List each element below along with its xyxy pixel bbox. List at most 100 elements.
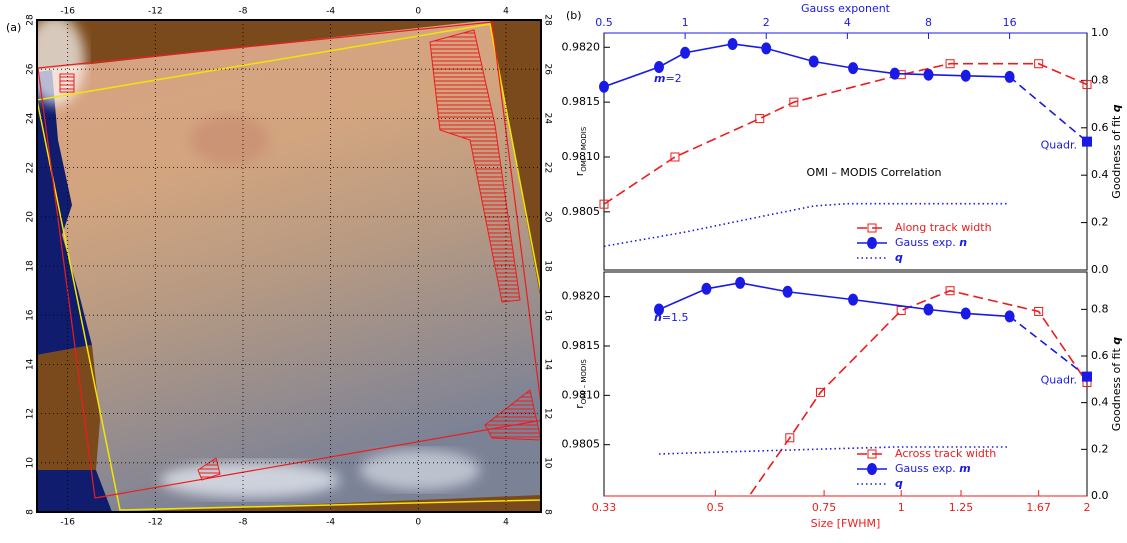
point (599, 199, 609, 209)
point (789, 97, 799, 107)
cloud (360, 450, 480, 490)
legend-marker (867, 449, 877, 459)
y-tick-label: 20 (26, 211, 36, 223)
y2-axis-title: Goodness of fit q (1110, 337, 1123, 432)
point (785, 433, 795, 443)
plot-frame (603, 271, 1088, 497)
point (1034, 59, 1044, 69)
y-tick-label: 0.9820 (562, 40, 601, 53)
x-tick-label: 1.67 (1026, 501, 1051, 514)
point (945, 286, 955, 296)
y2-tick-label: 0.0 (1091, 489, 1109, 502)
point (960, 69, 971, 82)
panel-label: (a) (6, 21, 21, 34)
x-axis-title: Size [FWHM] (811, 517, 881, 530)
y-tick-label: 26 (26, 63, 36, 75)
annotation: OMI – MODIS Correlation (807, 166, 942, 179)
legend-label: q (895, 251, 903, 264)
plot-frame (603, 32, 1088, 271)
x-tick-label: -4 (326, 7, 335, 17)
point (782, 285, 793, 298)
point (654, 61, 665, 74)
x-tick-label: 0.5 (707, 501, 725, 514)
y2-tick-label: 0.4 (1091, 396, 1109, 409)
point (923, 68, 934, 81)
y2-tick-label: 0.8 (1091, 73, 1109, 86)
point (815, 387, 825, 397)
y-axis-title-sub: OMI – MODIS (580, 359, 588, 405)
y-tick-label: 0.9805 (562, 438, 601, 451)
y2-tick-label: 1.0 (1091, 26, 1109, 39)
point (923, 303, 934, 316)
x-tick-label: -12 (148, 518, 163, 528)
legend-marker (867, 237, 877, 249)
y-tick-label: 24 (26, 112, 36, 124)
x-tick-label: -12 (148, 7, 163, 17)
x-tick-label: 0.75 (812, 501, 837, 514)
cloud (37, 20, 85, 105)
yellow-outline (37, 23, 541, 511)
point (848, 293, 859, 306)
y-tick-label: 12 (26, 408, 36, 419)
y-tick-label: 0.9815 (562, 339, 601, 352)
x2-tick-label: 8 (925, 16, 932, 29)
x2-tick-label: 1 (682, 16, 689, 29)
legend-marker (867, 463, 877, 475)
ocean (37, 70, 92, 355)
y-tick-label: 10 (543, 457, 553, 469)
x-tick-label: -16 (60, 7, 75, 17)
endpoint-marker (1082, 371, 1092, 382)
cloud (160, 462, 340, 498)
point (945, 59, 955, 69)
y-axis-title-main: r (573, 404, 586, 409)
point (599, 80, 609, 93)
y2-tick-label: 0.2 (1091, 442, 1109, 455)
endpoint-line (1009, 315, 1088, 378)
x-tick-label: 1 (898, 501, 905, 514)
legend-label: q (895, 477, 903, 490)
point (1082, 80, 1092, 90)
y-tick-label: 14 (26, 358, 36, 370)
series-line (749, 289, 1087, 495)
land-coast (37, 345, 100, 470)
series-line (604, 62, 1087, 205)
y-tick-label: 0.9805 (562, 205, 601, 218)
point (761, 42, 772, 55)
legend-label: Across track width (895, 447, 996, 460)
endpoint-line (1009, 76, 1088, 143)
x-tick-label: 0 (415, 518, 421, 528)
x-tick-label: 2 (1084, 501, 1091, 514)
panel-note: n=1.5 (654, 311, 689, 324)
y-tick-label: 18 (26, 260, 36, 272)
y2-axis-title: Goodness of fit q (1110, 104, 1123, 199)
point (808, 55, 819, 68)
legend-marker (867, 223, 877, 233)
y-tick-label: 12 (543, 408, 553, 419)
y-tick-label: 16 (543, 309, 553, 321)
hatched-area (197, 457, 221, 481)
y-axis-title: rOMI – MODIS (573, 126, 588, 176)
y-tick-label: 8 (26, 509, 36, 515)
map-frame (36, 19, 542, 513)
point (670, 152, 680, 162)
hatched-area (59, 73, 75, 93)
x-tick-label: 1.25 (949, 501, 974, 514)
terrain (190, 115, 270, 165)
endpoint-label: Quadr. (1041, 374, 1077, 387)
y-tick-label: 14 (543, 359, 553, 371)
y-tick-label: 18 (543, 260, 553, 272)
point (755, 114, 765, 124)
series-line (604, 202, 1010, 248)
point (735, 276, 746, 289)
point (1034, 306, 1044, 316)
legend-label: Along track width (895, 221, 992, 234)
point (654, 303, 665, 316)
x-tick-label: 0.33 (592, 501, 617, 514)
x-tick-label: 0 (415, 7, 421, 17)
point (889, 67, 900, 80)
y-tick-label: 22 (26, 162, 36, 173)
y-tick-label: 28 (26, 14, 36, 26)
y2-tick-label: 0.6 (1091, 349, 1109, 362)
point (680, 46, 691, 59)
